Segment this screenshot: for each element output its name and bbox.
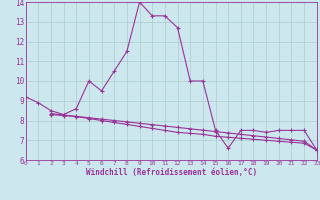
X-axis label: Windchill (Refroidissement éolien,°C): Windchill (Refroidissement éolien,°C) bbox=[86, 168, 257, 177]
